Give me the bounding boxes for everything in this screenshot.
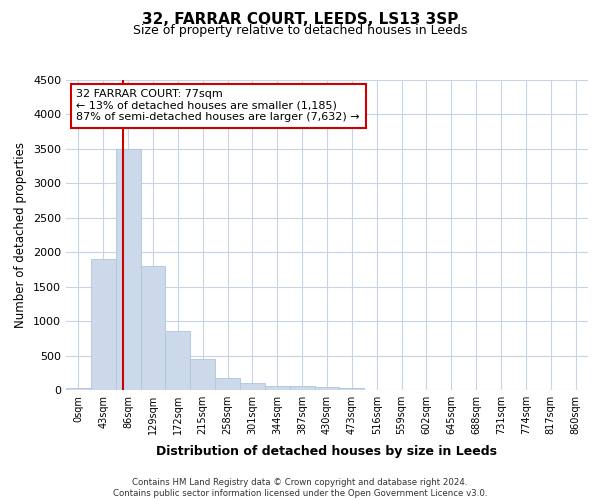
Bar xyxy=(140,266,166,390)
Text: 32, FARRAR COURT, LEEDS, LS13 3SP: 32, FARRAR COURT, LEEDS, LS13 3SP xyxy=(142,12,458,28)
Bar xyxy=(66,388,91,390)
Bar xyxy=(215,378,240,390)
Y-axis label: Number of detached properties: Number of detached properties xyxy=(14,142,28,328)
Text: Size of property relative to detached houses in Leeds: Size of property relative to detached ho… xyxy=(133,24,467,37)
Bar xyxy=(190,359,215,390)
Bar xyxy=(265,386,290,390)
Text: Contains HM Land Registry data © Crown copyright and database right 2024.
Contai: Contains HM Land Registry data © Crown c… xyxy=(113,478,487,498)
Bar xyxy=(314,386,340,390)
Bar xyxy=(116,149,140,390)
Text: 32 FARRAR COURT: 77sqm
← 13% of detached houses are smaller (1,185)
87% of semi-: 32 FARRAR COURT: 77sqm ← 13% of detached… xyxy=(76,90,360,122)
Bar xyxy=(290,386,314,390)
Bar xyxy=(340,388,364,390)
Bar xyxy=(91,259,116,390)
Bar xyxy=(240,383,265,390)
Bar xyxy=(166,331,190,390)
X-axis label: Distribution of detached houses by size in Leeds: Distribution of detached houses by size … xyxy=(157,446,497,458)
